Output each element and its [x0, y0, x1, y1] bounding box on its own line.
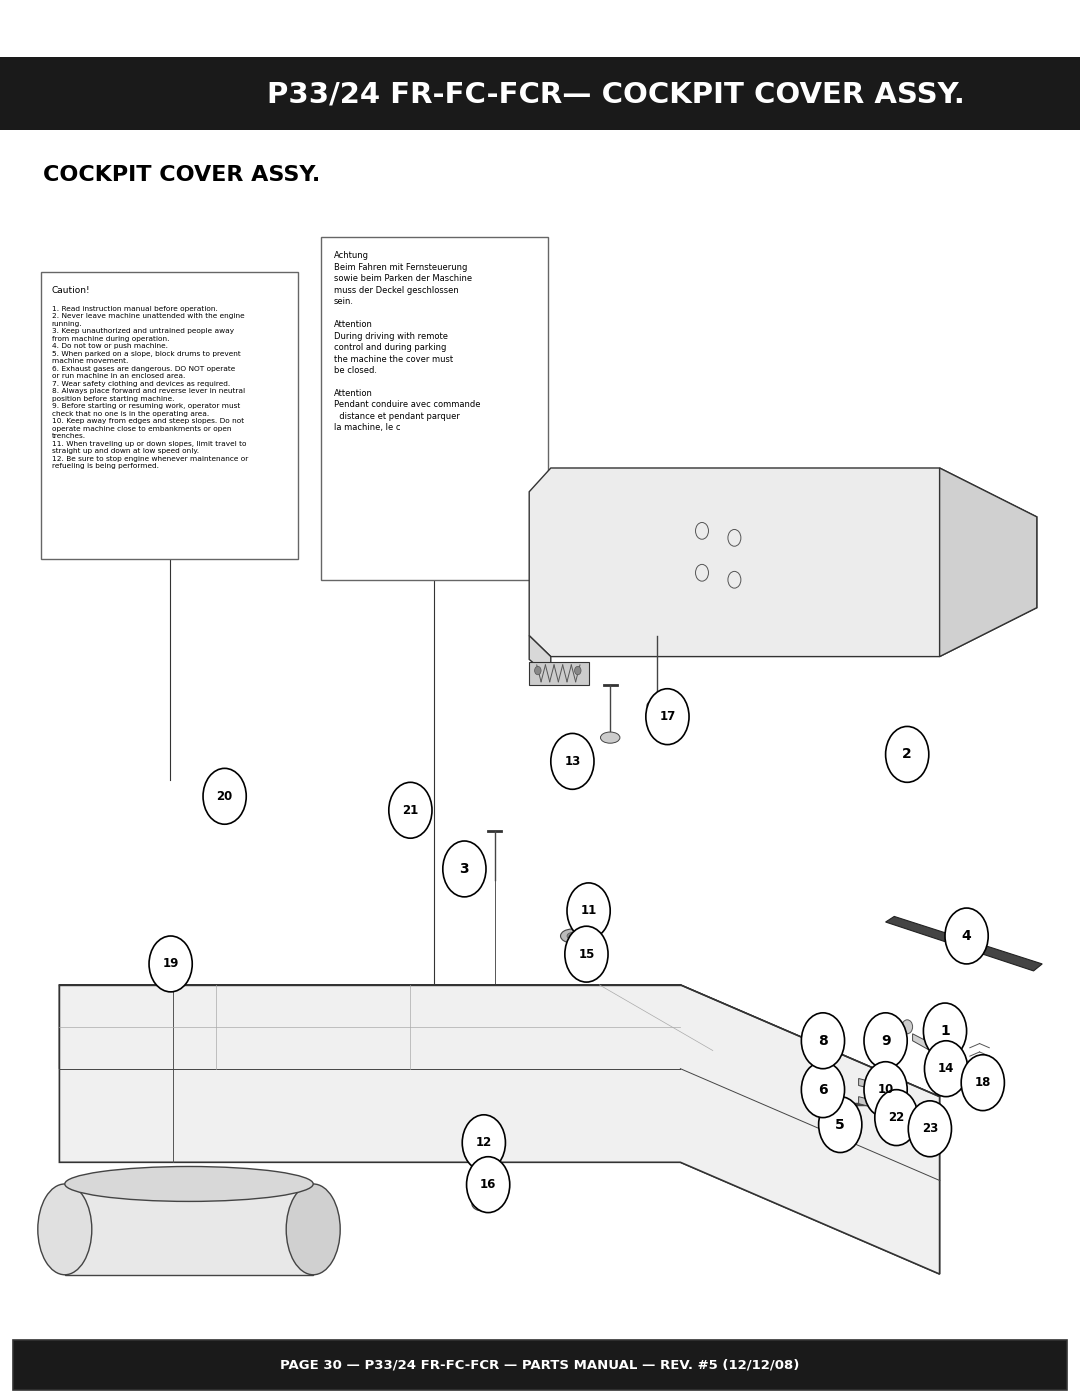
- Text: 19: 19: [162, 957, 179, 971]
- Polygon shape: [940, 468, 1037, 657]
- Bar: [13, 1340, 1067, 1390]
- Text: 21: 21: [402, 803, 419, 817]
- Text: 10: 10: [877, 1083, 894, 1097]
- Ellipse shape: [478, 1171, 489, 1176]
- Polygon shape: [859, 1097, 886, 1111]
- Polygon shape: [59, 985, 940, 1180]
- Circle shape: [924, 1041, 968, 1097]
- Text: 23: 23: [921, 1122, 939, 1136]
- Text: 13: 13: [564, 754, 581, 768]
- Circle shape: [945, 908, 988, 964]
- Text: 11: 11: [580, 904, 597, 918]
- Circle shape: [389, 782, 432, 838]
- Text: 8: 8: [818, 1034, 828, 1048]
- Circle shape: [443, 841, 486, 897]
- Circle shape: [535, 666, 541, 675]
- Bar: [41, 272, 298, 559]
- Ellipse shape: [567, 933, 578, 940]
- Text: COCKPIT COVER ASSY.: COCKPIT COVER ASSY.: [43, 165, 321, 184]
- Ellipse shape: [472, 1166, 496, 1180]
- Text: 12: 12: [475, 1136, 492, 1150]
- Circle shape: [801, 1062, 845, 1118]
- Bar: [65, 1185, 313, 1274]
- Ellipse shape: [472, 1197, 496, 1211]
- Text: 4: 4: [961, 929, 972, 943]
- Circle shape: [551, 733, 594, 789]
- Text: 17: 17: [659, 710, 676, 724]
- Text: 14: 14: [937, 1062, 955, 1076]
- Text: 16: 16: [480, 1178, 497, 1192]
- Text: 9: 9: [881, 1034, 890, 1048]
- Circle shape: [149, 936, 192, 992]
- Polygon shape: [529, 468, 1037, 657]
- Ellipse shape: [478, 1200, 489, 1207]
- Circle shape: [864, 1062, 907, 1118]
- Ellipse shape: [561, 929, 584, 943]
- Circle shape: [567, 883, 610, 939]
- Polygon shape: [886, 916, 1042, 971]
- Circle shape: [646, 689, 689, 745]
- Circle shape: [801, 1013, 845, 1069]
- Circle shape: [923, 1030, 934, 1044]
- Text: P33/24 FR-FC-FCR— COCKPIT COVER ASSY.: P33/24 FR-FC-FCR— COCKPIT COVER ASSY.: [267, 81, 964, 109]
- Circle shape: [203, 768, 246, 824]
- Circle shape: [961, 1055, 1004, 1111]
- Text: 18: 18: [974, 1076, 991, 1090]
- Bar: [0, 57, 1080, 130]
- Circle shape: [864, 1013, 907, 1069]
- Circle shape: [886, 726, 929, 782]
- Text: PAGE 30 — P33/24 FR-FC-FCR — PARTS MANUAL — REV. #5 (12/12/08): PAGE 30 — P33/24 FR-FC-FCR — PARTS MANUA…: [281, 1358, 799, 1372]
- Text: 1: 1: [940, 1024, 950, 1038]
- Circle shape: [575, 666, 581, 675]
- Polygon shape: [529, 662, 589, 685]
- Ellipse shape: [65, 1166, 313, 1201]
- Polygon shape: [886, 1097, 940, 1153]
- Polygon shape: [529, 636, 551, 678]
- Text: 22: 22: [888, 1111, 905, 1125]
- Ellipse shape: [38, 1185, 92, 1274]
- Circle shape: [875, 1090, 918, 1146]
- Circle shape: [908, 1101, 951, 1157]
- Text: Caution!: Caution!: [52, 286, 91, 295]
- Polygon shape: [913, 1034, 945, 1059]
- Text: 6: 6: [819, 1083, 827, 1097]
- Circle shape: [467, 1157, 510, 1213]
- Circle shape: [462, 1115, 505, 1171]
- Text: 20: 20: [216, 789, 233, 803]
- Circle shape: [819, 1097, 862, 1153]
- Polygon shape: [859, 1078, 886, 1092]
- Circle shape: [565, 926, 608, 982]
- Text: 1. Read instruction manual before operation.
2. Never leave machine unattended w: 1. Read instruction manual before operat…: [52, 306, 248, 469]
- Polygon shape: [59, 985, 940, 1274]
- Text: 2: 2: [902, 747, 913, 761]
- Text: Achtung
Beim Fahren mit Fernsteuerung
sowie beim Parken der Maschine
muss der De: Achtung Beim Fahren mit Fernsteuerung so…: [334, 251, 481, 432]
- Ellipse shape: [286, 1185, 340, 1274]
- Text: 5: 5: [835, 1118, 846, 1132]
- Bar: [321, 237, 548, 580]
- Circle shape: [923, 1003, 967, 1059]
- Ellipse shape: [600, 732, 620, 743]
- Text: 3: 3: [460, 862, 469, 876]
- Text: 15: 15: [578, 947, 595, 961]
- Circle shape: [902, 1020, 913, 1034]
- Ellipse shape: [647, 700, 666, 711]
- Polygon shape: [680, 1069, 940, 1274]
